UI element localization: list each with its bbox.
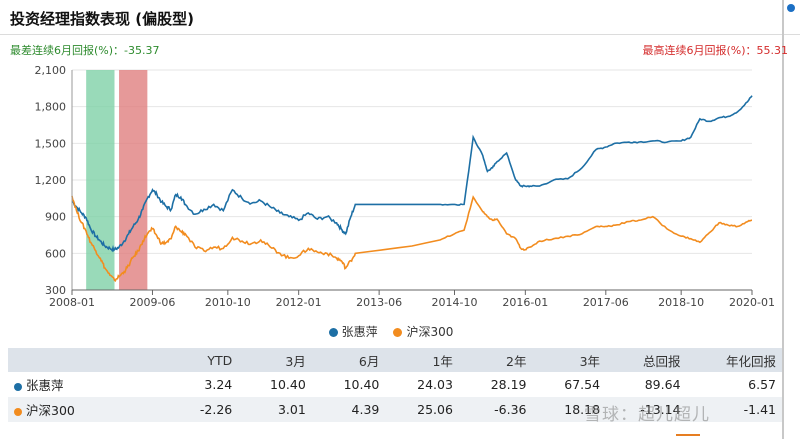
table-header-name: [8, 348, 170, 372]
table-cell: 24.03: [417, 377, 453, 392]
y-tick-label: 1,500: [35, 137, 67, 150]
y-tick-label: 300: [45, 284, 66, 297]
chart-legend: 张惠萍 沪深300: [0, 323, 782, 340]
title-divider: [0, 34, 800, 35]
worst-6m-return-value: -35.37: [124, 44, 160, 57]
row-name-cell: 张惠萍: [8, 372, 170, 397]
table-cell: 28.19: [490, 377, 527, 392]
legend-manager-label: 张惠萍: [341, 325, 378, 339]
x-tick-label: 2009-06: [129, 296, 175, 309]
legend-item-index[interactable]: 沪深300: [393, 325, 453, 339]
x-tick-label: 2008-01: [49, 296, 95, 309]
row-manager-dot-icon: [14, 383, 22, 391]
x-tick-label: 2014-10: [432, 296, 478, 309]
table-cell: -2.26: [170, 397, 239, 422]
best-6m-band: [119, 70, 148, 290]
page-title: 投资经理指数表现 (偏股型): [10, 10, 194, 28]
watermark-text: 雪球：超儿超儿: [584, 405, 710, 425]
y-tick-label: 1,200: [35, 174, 67, 187]
row-index-dot-icon: [14, 408, 22, 416]
table-cell: 6.57: [748, 377, 776, 392]
y-axis-ticks: 300 600 900 1,200 1,500 1,800 2,100: [35, 64, 67, 297]
table-cell: -13.14: [606, 397, 687, 422]
legend-manager-dot-icon: [328, 328, 338, 337]
table-header-1y: 1年: [385, 348, 459, 372]
x-tick-label: 2017-06: [583, 296, 629, 309]
chart-axes: [71, 70, 752, 291]
table-cell: 4.39: [311, 397, 386, 422]
worst-6m-return-label: 最差连续6月回报(%)：: [10, 44, 125, 57]
series-line-manager: [71, 95, 753, 253]
x-tick-label: 2020-01: [729, 296, 775, 309]
chart-series-group: [71, 95, 753, 283]
y-tick-label: 1,800: [35, 101, 67, 114]
table-row: 沪深300 -2.26 3.01 4.39 25.06 -6.36 18.18 …: [8, 397, 782, 422]
x-tick-label: 2018-10: [658, 296, 704, 309]
y-tick-label: 600: [45, 247, 66, 260]
table-header-total: 总回报: [606, 348, 687, 372]
table-header-6m: 6月: [311, 348, 386, 372]
best-6m-return-label: 最高连续6月回报(%)：: [642, 44, 757, 57]
x-tick-label: 2013-06: [356, 296, 402, 309]
table-header-ytd: YTD: [170, 348, 239, 372]
y-tick-label: 900: [45, 211, 66, 224]
row-name-cell: 沪深300: [8, 397, 170, 422]
worst-6m-band: [86, 70, 115, 290]
x-tick-label: 2016-01: [502, 296, 548, 309]
table-header-3m: 3月: [238, 348, 312, 372]
legend-index-label: 沪深300: [406, 325, 454, 339]
table-cell: 25.06: [385, 397, 459, 422]
legend-index-dot-icon: [393, 328, 403, 337]
row-manager-name: 张惠萍: [26, 378, 64, 393]
table-cell: -1.41: [686, 397, 782, 422]
table-cell: 3.01: [238, 397, 312, 422]
x-tick-label: 2012-01: [276, 296, 322, 309]
table-header-3y: 3年: [532, 348, 607, 372]
legend-item-manager[interactable]: 张惠萍: [328, 325, 378, 339]
table-cell: -6.36: [458, 397, 533, 422]
x-tick-label: 2010-10: [205, 296, 251, 309]
table-row: 张惠萍 3.24 10.40 10.40 24.03 28.19 67.54 8…: [8, 372, 782, 397]
table-header-annualized: 年化回报: [686, 348, 782, 372]
table-cell: 3.24: [204, 377, 233, 392]
table-header-2y: 2年: [458, 348, 533, 372]
y-tick-label: 2,100: [35, 64, 67, 77]
chart-gridlines: [72, 69, 752, 291]
best-6m-return-value: 55.31: [756, 44, 789, 57]
watermark-underline: [676, 434, 700, 436]
series-line-index: [71, 195, 752, 283]
row-index-name: 沪深300: [26, 403, 75, 418]
best-6m-return: 最高连续6月回报(%)：55.31: [642, 42, 788, 58]
worst-6m-return: 最差连续6月回报(%)：-35.37: [10, 42, 160, 58]
x-axis-ticks: 2008-01 2009-06 2010-10 2012-01 2013-06 2014-…: [49, 290, 775, 309]
table-header-row: YTD 3月 6月 1年 2年 3年 总回报 年化回报: [8, 348, 782, 372]
table-cell: 67.54: [564, 377, 601, 392]
chart-highlight-bands: [86, 70, 148, 290]
table-cell: 89.64: [644, 377, 681, 392]
corner-indicator-icon: [787, 4, 795, 12]
table-cell: 18.18: [532, 397, 607, 422]
table-cell: 10.40: [343, 377, 380, 392]
table-cell: 10.40: [270, 377, 306, 392]
performance-table: YTD 3月 6月 1年 2年 3年 总回报 年化回报 张惠萍 3.24 10.…: [8, 348, 782, 422]
right-edge-divider: [782, 0, 784, 439]
